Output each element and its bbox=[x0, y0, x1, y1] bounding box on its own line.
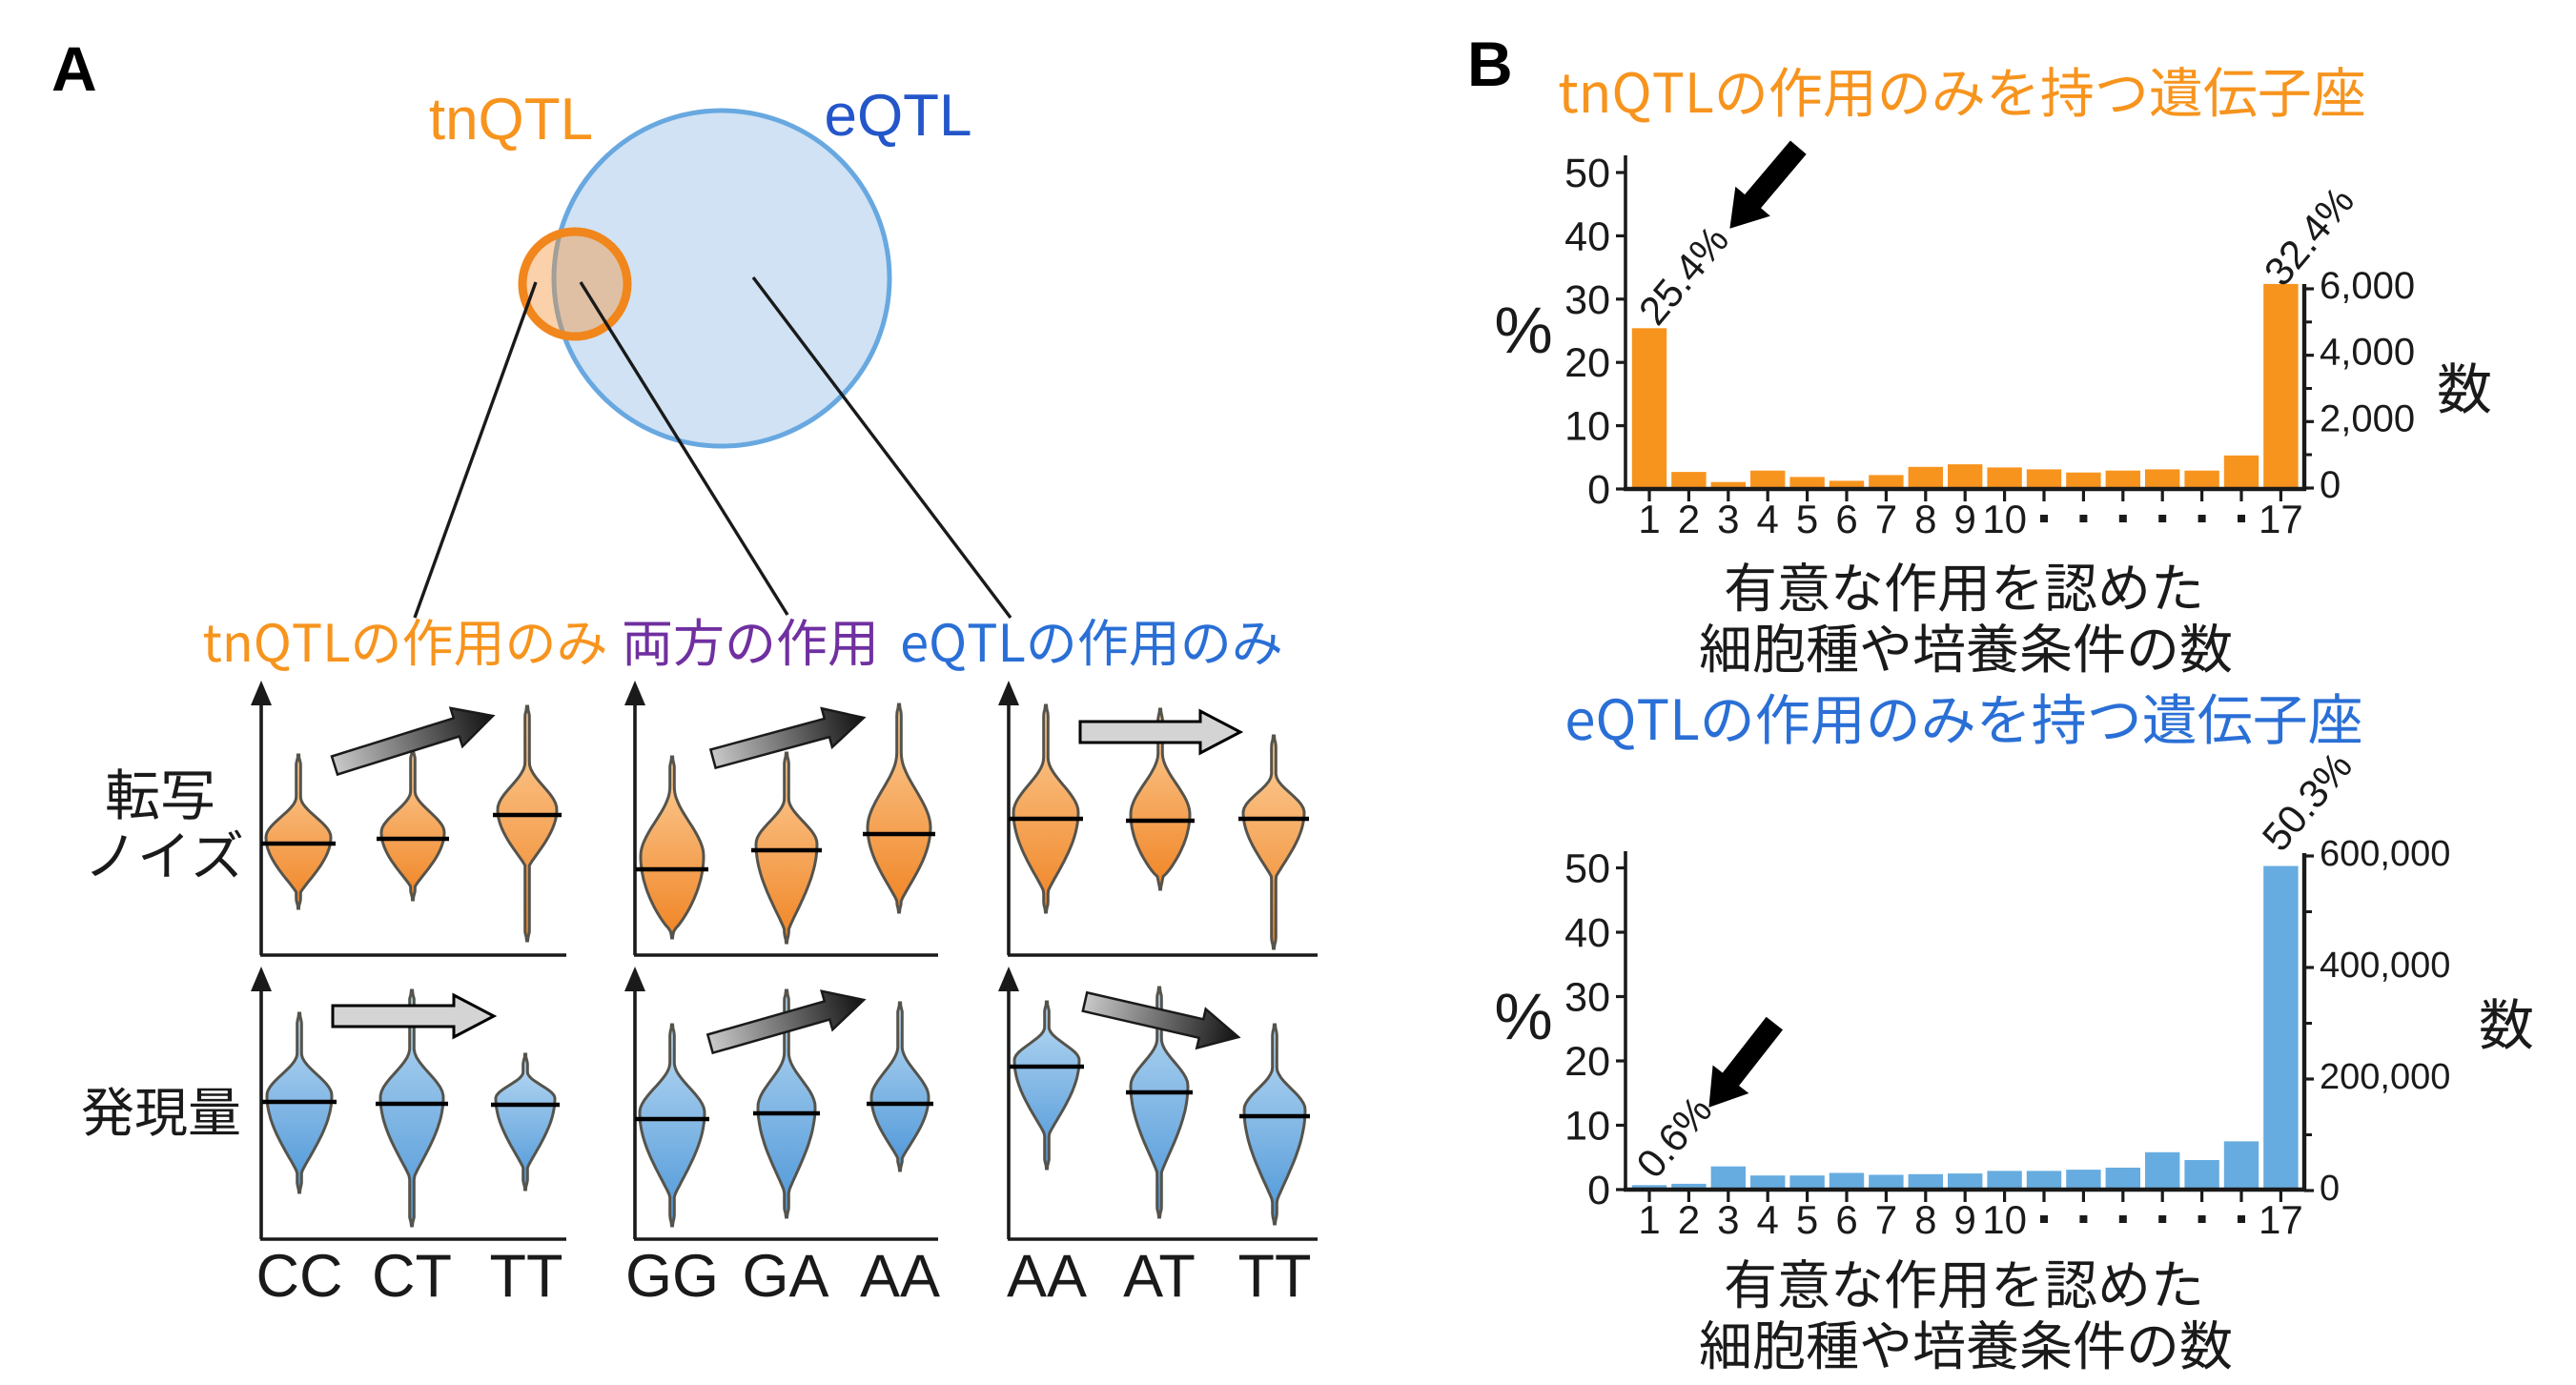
svg-text:AT: AT bbox=[1123, 1243, 1196, 1310]
svg-text:17: 17 bbox=[2259, 497, 2303, 541]
svg-text:40: 40 bbox=[1564, 214, 1610, 259]
svg-text:8: 8 bbox=[1914, 497, 1936, 541]
svg-text:200,000: 200,000 bbox=[2320, 1057, 2450, 1097]
svg-text:GG: GG bbox=[625, 1243, 719, 1310]
svg-text:CC: CC bbox=[256, 1243, 343, 1310]
svg-text:A: A bbox=[51, 33, 97, 104]
svg-text:3: 3 bbox=[1717, 1197, 1739, 1242]
svg-text:0: 0 bbox=[1587, 467, 1610, 513]
svg-text:4: 4 bbox=[1757, 1197, 1779, 1242]
svg-text:17: 17 bbox=[2259, 1197, 2303, 1242]
svg-text:5: 5 bbox=[1796, 1197, 1818, 1242]
svg-text:30: 30 bbox=[1564, 975, 1610, 1021]
svg-text:6: 6 bbox=[1835, 1197, 1857, 1242]
svg-text:1: 1 bbox=[1638, 1197, 1660, 1242]
svg-text:0: 0 bbox=[1587, 1168, 1610, 1213]
svg-text:7: 7 bbox=[1875, 497, 1897, 541]
svg-text:eQTL: eQTL bbox=[824, 83, 971, 149]
svg-text:TT: TT bbox=[1238, 1243, 1312, 1310]
svg-text:0: 0 bbox=[2320, 464, 2341, 506]
svg-text:10: 10 bbox=[1564, 1104, 1610, 1150]
svg-text:2: 2 bbox=[1678, 497, 1700, 541]
svg-text:4,000: 4,000 bbox=[2320, 332, 2415, 374]
svg-text:GA: GA bbox=[742, 1243, 828, 1310]
svg-text:2: 2 bbox=[1678, 1197, 1700, 1242]
svg-text:4: 4 bbox=[1757, 497, 1779, 541]
svg-text:10: 10 bbox=[1982, 497, 2027, 541]
svg-text:1: 1 bbox=[1638, 497, 1660, 541]
svg-text:30: 30 bbox=[1564, 277, 1610, 323]
svg-text:7: 7 bbox=[1875, 1197, 1897, 1242]
svg-text:tnQTL: tnQTL bbox=[429, 87, 593, 153]
svg-text:AA: AA bbox=[1007, 1243, 1087, 1310]
svg-text:%: % bbox=[1494, 980, 1552, 1053]
svg-text:6,000: 6,000 bbox=[2320, 265, 2415, 307]
svg-text:5: 5 bbox=[1796, 497, 1818, 541]
svg-text:9: 9 bbox=[1954, 1197, 1976, 1242]
svg-text:%: % bbox=[1494, 294, 1552, 367]
svg-text:TT: TT bbox=[490, 1243, 563, 1310]
svg-text:AA: AA bbox=[860, 1243, 940, 1310]
svg-text:10: 10 bbox=[1982, 1197, 2027, 1242]
svg-text:40: 40 bbox=[1564, 910, 1610, 956]
svg-text:50: 50 bbox=[1564, 151, 1610, 196]
svg-text:CT: CT bbox=[372, 1243, 452, 1310]
svg-text:10: 10 bbox=[1564, 404, 1610, 450]
svg-text:20: 20 bbox=[1564, 340, 1610, 386]
svg-text:50: 50 bbox=[1564, 846, 1610, 892]
svg-text:2,000: 2,000 bbox=[2320, 397, 2415, 439]
svg-text:400,000: 400,000 bbox=[2320, 946, 2450, 986]
svg-text:20: 20 bbox=[1564, 1039, 1610, 1085]
svg-text:3: 3 bbox=[1717, 497, 1739, 541]
svg-text:0: 0 bbox=[2320, 1169, 2340, 1209]
svg-text:6: 6 bbox=[1835, 497, 1857, 541]
svg-text:8: 8 bbox=[1914, 1197, 1936, 1242]
svg-text:9: 9 bbox=[1954, 497, 1976, 541]
svg-text:B: B bbox=[1467, 29, 1513, 99]
svg-text:600,000: 600,000 bbox=[2320, 834, 2450, 874]
